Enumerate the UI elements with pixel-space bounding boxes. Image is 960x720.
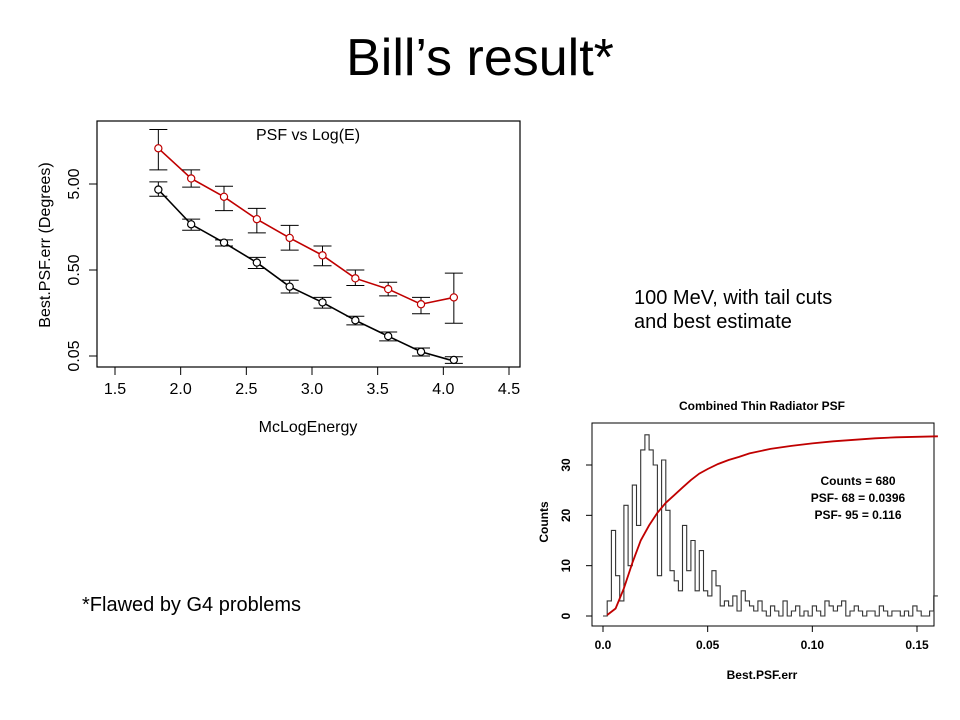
psf-red-data-point [252, 214, 262, 224]
hist-y-tick-label: 10 [559, 559, 573, 573]
psf-red-data-point [351, 274, 360, 283]
psf-black-data-point [186, 220, 196, 229]
psf-black-data-point [318, 298, 327, 307]
psf-x-tick-label: 3.5 [367, 381, 389, 398]
psf-chart-title: PSF vs Log(E) [256, 127, 360, 144]
footnote: *Flawed by G4 problems [82, 594, 301, 616]
psf-black-data-point [449, 355, 459, 365]
psf-red-data-point [186, 174, 196, 183]
psf-black-data-point [252, 258, 262, 267]
psf-red-data-point [285, 233, 294, 243]
psf-black-data-point [416, 347, 426, 356]
psf-black-series-line [157, 189, 451, 361]
psf-red-data-point [383, 284, 393, 294]
psf-x-tick-label: 3.0 [301, 381, 323, 398]
psf-black-data-point [285, 282, 294, 291]
psf-x-tick-label: 1.5 [104, 381, 126, 398]
psf-red-data-point [318, 251, 327, 260]
psf-red-data-point [449, 293, 459, 302]
psf-y-tick-label: 5.00 [66, 168, 83, 199]
hist-x-tick-label: 0.0 [595, 638, 612, 652]
psf-y-tick-label: 0.50 [66, 254, 83, 285]
hist-cumulative-line [606, 435, 938, 616]
psf-black-data-point [219, 238, 229, 247]
hist-x-tick-label: 0.15 [905, 638, 929, 652]
psf-x-tick-label: 2.5 [235, 381, 257, 398]
psf-x-tick-label: 4.0 [432, 381, 454, 398]
psf-y-tick-label: 0.05 [66, 340, 83, 371]
hist-data-marks: 0.0 0.05 0.10 0.15 0 10 20 30 [559, 422, 938, 652]
hist-y-axis-label: Counts [537, 501, 551, 543]
hist-annotation-psf95: PSF- 95 = 0.116 [814, 508, 901, 522]
hist-x-tick-label: 0.10 [801, 638, 825, 652]
hist-y-tick-label: 20 [559, 508, 573, 522]
psf-red-series-line [157, 147, 455, 306]
psf-plot-box [96, 120, 521, 368]
hist-plot-box [591, 422, 935, 627]
psf-red-data-point [154, 144, 163, 153]
psf-black-data-point [383, 331, 393, 341]
hist-y-tick-label: 30 [559, 458, 573, 472]
psf-red-data-point [416, 300, 426, 309]
hist-annotation-psf68: PSF- 68 = 0.0396 [811, 491, 906, 505]
psf-y-axis-label: Best.PSF.err (Degrees) [37, 162, 54, 327]
hist-x-axis-label: Best.PSF.err [727, 668, 798, 682]
psf-x-tick-label: 4.5 [498, 381, 520, 398]
hist-annotation-counts: Counts = 680 [820, 474, 895, 488]
hist-x-tick-label: 0.05 [696, 638, 720, 652]
slide-title: Bill’s result* [346, 29, 614, 87]
hist-step-line [603, 434, 938, 617]
psf-x-axis-label: McLogEnergy [259, 419, 358, 436]
psf-plot-frame: 1.5 2.0 2.5 3.0 3.5 4.0 4.5 0.05 0.50 5.00 [66, 120, 521, 398]
energy-note: 100 MeV, with tail cuts and best estimat… [634, 287, 833, 333]
psf-black-data-point [351, 316, 360, 325]
psf-data-marks [149, 129, 463, 365]
hist-y-tick-label: 0 [559, 612, 573, 619]
hist-chart-title: Combined Thin Radiator PSF [679, 399, 845, 413]
psf-red-data-point [219, 192, 229, 201]
psf-black-data-point [154, 185, 163, 194]
psf-x-tick-label: 2.0 [170, 381, 192, 398]
